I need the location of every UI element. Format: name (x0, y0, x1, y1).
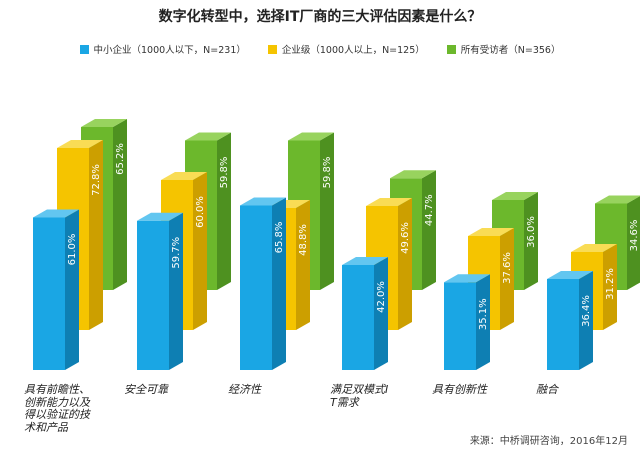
legend-label-sme: 中小企业（1000人以下，N=231） (93, 45, 246, 56)
bar-top-0-2 (240, 197, 286, 206)
bar-side-2-2 (320, 132, 334, 290)
bar-top-0-0 (33, 209, 79, 218)
bar-top-2-3 (390, 170, 436, 179)
bar-front-0-4 (444, 282, 476, 370)
data-label-1-0: 72.8% (91, 164, 102, 196)
bar-side-1-5 (603, 244, 617, 330)
bar-top-2-4 (492, 192, 538, 200)
bar-top-0-5 (547, 271, 593, 279)
data-label-1-3: 49.6% (400, 222, 411, 254)
bar-front-0-3 (342, 265, 374, 370)
category-label-0: 具有前瞻性、创新能力以及得以验证的技术和产品 (24, 383, 90, 434)
data-label-0-0: 61.0% (67, 234, 78, 266)
bar-front-0-5 (547, 279, 579, 370)
bar-side-0-4 (476, 274, 490, 370)
legend-label-all: 所有受访者（N=356） (460, 45, 561, 56)
bar-side-0-0 (65, 209, 79, 370)
bar-top-1-5 (571, 244, 617, 252)
bar-0-3: 42.0% (342, 257, 388, 370)
bar-side-2-3 (422, 170, 436, 290)
legend-item-sme: 中小企业（1000人以下，N=231） (79, 42, 246, 56)
data-label-1-4: 37.6% (502, 252, 513, 284)
data-label-0-1: 59.7% (171, 237, 182, 269)
bar-top-1-4 (468, 228, 514, 236)
bar-top-0-4 (444, 274, 490, 283)
bar-top-1-1 (161, 172, 207, 180)
data-label-2-4: 36.0% (526, 216, 537, 248)
bar-side-2-0 (113, 119, 127, 290)
bar-side-0-1 (169, 212, 183, 370)
legend-item-enterprise: 企业级（1000人以上，N=125） (267, 42, 425, 56)
data-label-2-3: 44.7% (424, 194, 435, 226)
bar-side-2-4 (524, 192, 538, 290)
bar-side-1-2 (296, 200, 310, 330)
category-label-1: 安全可靠 (124, 383, 168, 396)
data-label-0-5: 36.4% (581, 295, 592, 327)
data-label-2-5: 34.6% (629, 220, 640, 252)
bar-side-1-3 (398, 198, 412, 330)
bar-side-0-5 (579, 271, 593, 370)
bar-0-4: 35.1% (444, 274, 490, 370)
bar-side-1-0 (89, 140, 103, 330)
category-label-2: 经济性 (228, 383, 261, 396)
source-note: 来源：中桥调研咨询，2016年12月 (469, 436, 628, 447)
bar-top-2-1 (185, 132, 231, 141)
chart-title: 数字化转型中，选择IT厂商的三大评估因素是什么？ (158, 9, 482, 25)
bar-2-2: 59.8% (288, 132, 334, 290)
category-label-3: 满足双模式IT需求 (330, 383, 389, 409)
category-label-5: 融合 (536, 383, 558, 396)
data-label-1-1: 60.0% (195, 196, 206, 228)
bar-side-2-1 (217, 132, 231, 290)
bar-front-0-1 (137, 220, 169, 370)
bar-top-2-0 (81, 119, 127, 127)
bar-0-2: 65.8% (240, 197, 286, 370)
data-label-2-1: 59.8% (219, 157, 230, 189)
data-label-2-0: 65.2% (115, 143, 126, 175)
legend-swatch-enterprise (267, 44, 277, 54)
data-label-0-4: 35.1% (478, 298, 489, 330)
legend-swatch-sme (79, 44, 89, 54)
bar-side-1-1 (193, 172, 207, 330)
bar-side-0-3 (374, 257, 388, 370)
bar-top-1-3 (366, 198, 412, 206)
bar-top-2-2 (288, 132, 334, 141)
bar-side-0-2 (272, 197, 286, 370)
legend-item-all: 所有受访者（N=356） (446, 42, 561, 56)
data-label-1-2: 48.8% (298, 224, 309, 256)
data-label-2-2: 59.8% (322, 157, 333, 189)
legend-swatch-all (446, 44, 456, 54)
bar-front-0-0 (33, 217, 65, 370)
bar-top-0-1 (137, 212, 183, 221)
legend: 中小企业（1000人以下，N=231） 企业级（1000人以上，N=125） 所… (0, 42, 640, 56)
category-label-4: 具有创新性 (432, 383, 487, 396)
bar-side-2-5 (627, 196, 640, 290)
bar-front-0-2 (240, 205, 272, 370)
bar-0-1: 59.7% (137, 212, 183, 370)
data-label-0-3: 42.0% (376, 281, 387, 313)
legend-label-enterprise: 企业级（1000人以上，N=125） (281, 45, 425, 56)
data-label-0-2: 65.8% (274, 222, 285, 254)
bar-side-1-4 (500, 228, 514, 330)
bar-0-5: 36.4% (547, 271, 593, 370)
data-label-1-5: 31.2% (605, 268, 616, 300)
bar-top-2-5 (595, 195, 640, 204)
bar-top-1-0 (57, 140, 103, 148)
bar-0-0: 61.0% (33, 209, 79, 370)
bar-top-0-3 (342, 257, 388, 265)
